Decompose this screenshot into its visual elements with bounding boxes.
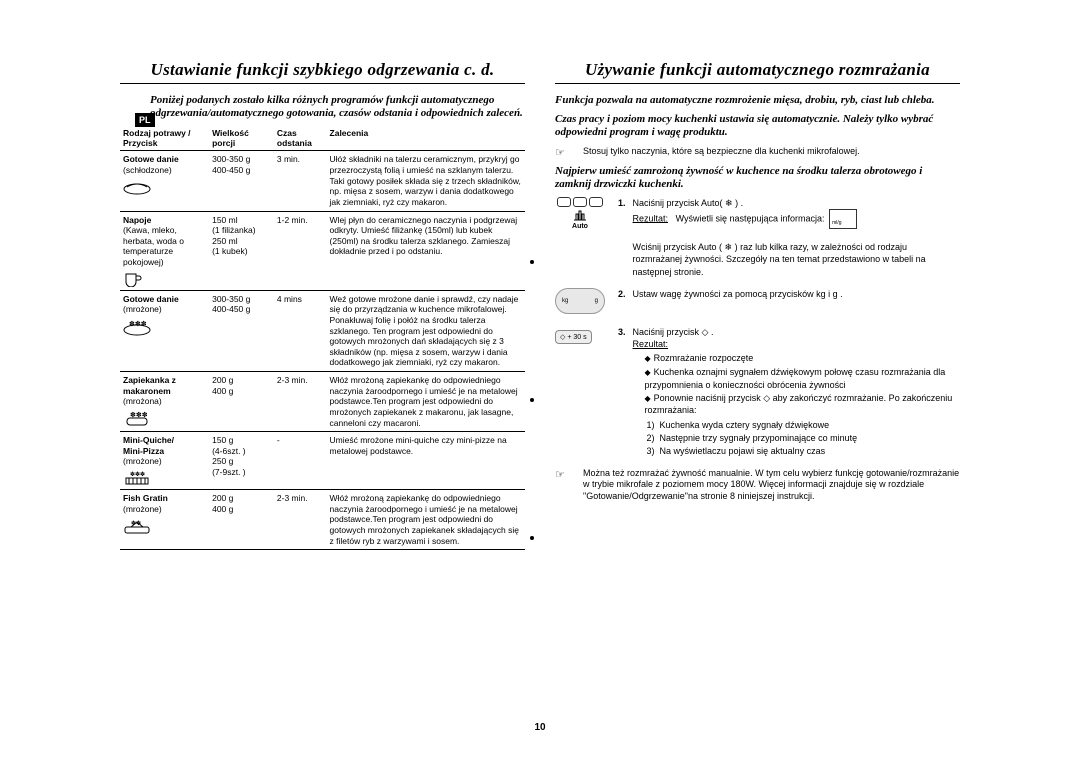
- food-name: Napoje: [123, 215, 151, 225]
- dot-icon: [530, 536, 534, 540]
- th-food: Rodzaj potrawy / Przycisk: [120, 126, 209, 151]
- portion: 150 ml (1 filiżanka) 250 ml (1 kubek): [209, 211, 274, 290]
- start-button-graphic: ◇ + 30 s: [555, 326, 610, 344]
- right-title: Używanie funkcji automatycznego rozmraża…: [555, 60, 960, 84]
- right-intro1: Funkcja pozwala na automatyczne rozmroże…: [555, 94, 960, 107]
- step-number: 3.: [618, 326, 630, 338]
- numitem: Kuchenka wyda cztery sygnały dźwiękowe: [660, 420, 830, 430]
- time: -: [274, 432, 327, 490]
- numbered-list: 1) Kuchenka wyda cztery sygnały dźwiękow…: [647, 419, 959, 457]
- note-icon: ☞: [555, 468, 575, 481]
- food-note: (Kawa, mleko, herbata, woda o temperatur…: [123, 225, 184, 267]
- table-row: Gotowe danie(schłodzone) 300-350 g 400-4…: [120, 151, 525, 211]
- dot-icon: [530, 398, 534, 402]
- time: 4 mins: [274, 290, 327, 371]
- bullet: Rozmrażanie rozpoczęte: [654, 353, 754, 363]
- left-column: Ustawianie funkcji szybkiego odgrzewania…: [120, 60, 525, 550]
- casserole-icon: ✽✽✽: [123, 410, 151, 428]
- center-dots: [530, 260, 534, 540]
- th-rec: Zalecenia: [327, 126, 525, 151]
- food-name: Gotowe danie: [123, 154, 179, 164]
- note-icon: ☞: [555, 146, 575, 159]
- kg-button-graphic: kgg: [555, 288, 610, 316]
- portion: 300-350 g 400-450 g: [209, 151, 274, 211]
- language-tag: PL: [135, 113, 155, 127]
- display-icon: [829, 209, 857, 229]
- recommendation: Włóż mrożoną zapiekankę do odpowiedniego…: [327, 490, 525, 550]
- time: 2-3 min.: [274, 490, 327, 550]
- table-row: Gotowe danie(mrożone) ✽✽✽ 300-350 g 400-…: [120, 290, 525, 371]
- portion: 200 g 400 g: [209, 372, 274, 432]
- table-row: Napoje(Kawa, mleko, herbata, woda o temp…: [120, 211, 525, 290]
- food-name: Gotowe danie: [123, 294, 179, 304]
- table-row: Zapiekanka z makaronem(mrożona) ✽✽✽ 200 …: [120, 372, 525, 432]
- recommendation: Włóż mrożoną zapiekankę do odpowiedniego…: [327, 372, 525, 432]
- time: 2-3 min.: [274, 372, 327, 432]
- numitem: Na wyświetlaczu pojawi się aktualny czas: [660, 446, 826, 456]
- note-text: Można też rozmrażać żywność manualnie. W…: [583, 468, 960, 502]
- step2-text: Ustaw wagę żywności za pomocą przycisków…: [633, 288, 959, 300]
- note-block: ☞ Stosuj tylko naczynia, które są bezpie…: [555, 146, 960, 159]
- th-time: Czas odstania: [274, 126, 327, 151]
- step3-head: Naciśnij przycisk ◇ .: [633, 327, 714, 337]
- step-1: Auto 1. Naciśnij przycisk Auto( ❄ ) . Re…: [555, 197, 960, 278]
- left-title: Ustawianie funkcji szybkiego odgrzewania…: [120, 60, 525, 84]
- recommendation: Wlej płyn do ceramicznego naczynia i pod…: [327, 211, 525, 290]
- note-block: ☞ Można też rozmrażać żywność manualnie.…: [555, 468, 960, 502]
- dot-icon: [530, 260, 534, 264]
- numitem: Następnie trzy sygnały przypominające co…: [660, 433, 858, 443]
- bullet-list: ◆Rozmrażanie rozpoczęte ◆Kuchenka oznajm…: [645, 352, 959, 417]
- food-name: Fish Gratin: [123, 493, 168, 503]
- frozen-plate-icon: ✽✽✽: [123, 318, 151, 336]
- recommendation: Umieść mrożone mini-quiche czy mini-pizz…: [327, 432, 525, 490]
- page-number: 10: [534, 722, 545, 733]
- time: 3 min.: [274, 151, 327, 211]
- time: 1-2 min.: [274, 211, 327, 290]
- table-row: Fish Gratin(mrożone) ✽✽ 200 g 400 g 2-3 …: [120, 490, 525, 550]
- step-number: 2.: [618, 288, 630, 300]
- result-label: Rezultat:: [633, 213, 669, 223]
- right-column: Używanie funkcji automatycznego rozmraża…: [555, 60, 960, 550]
- step-number: 1.: [618, 197, 630, 209]
- svg-text:✽✽✽: ✽✽✽: [130, 471, 145, 478]
- cup-icon: [123, 271, 143, 287]
- fish-dish-icon: ✽✽: [123, 517, 151, 535]
- step1-result: Wyświetli się następująca informacja:: [676, 213, 825, 223]
- recommendation: Weź gotowe mrożone danie i sprawdź, czy …: [327, 290, 525, 371]
- bullet: Ponownie naciśnij przycisk ◇ aby zakończ…: [645, 393, 953, 416]
- portion: 200 g 400 g: [209, 490, 274, 550]
- grill-icon: ✽✽✽: [123, 470, 151, 486]
- portion: 150 g (4-6szt. ) 250 g (7-9szt. ): [209, 432, 274, 490]
- left-intro: Poniżej podanych zostało kilka różnych p…: [150, 94, 525, 120]
- recommendation: Ułóż składniki na talerzu ceramicznym, p…: [327, 151, 525, 211]
- food-note: (mrożone): [123, 304, 162, 314]
- food-note: (mrożona): [123, 396, 162, 406]
- svg-text:✽✽✽: ✽✽✽: [130, 411, 148, 419]
- food-name: Zapiekanka z makaronem: [123, 375, 176, 396]
- step1-head: Naciśnij przycisk Auto( ❄ ) .: [633, 198, 744, 208]
- note-text: Stosuj tylko naczynia, które są bezpiecz…: [583, 146, 960, 157]
- bullet: Kuchenka oznajmi sygnałem dźwiękowym poł…: [645, 367, 946, 390]
- th-portion: Wielkość porcji: [209, 126, 274, 151]
- svg-text:✽✽: ✽✽: [131, 520, 141, 527]
- right-intro2: Czas pracy i poziom mocy kuchenki ustawi…: [555, 113, 960, 139]
- step1-tail: Wciśnij przycisk Auto ( ❄ ) raz lub kilk…: [633, 242, 926, 276]
- step-2: kgg 2. Ustaw wagę żywności za pomocą prz…: [555, 288, 960, 316]
- auto-button-graphic: Auto: [555, 197, 610, 230]
- reheat-table: Rodzaj potrawy / Przycisk Wielkość porcj…: [120, 126, 525, 550]
- food-name: Mini-Quiche/ Mini-Pizza: [123, 435, 174, 456]
- food-note: (mrożone): [123, 504, 162, 514]
- svg-text:✽✽✽: ✽✽✽: [129, 320, 147, 328]
- portion: 300-350 g 400-450 g: [209, 290, 274, 371]
- plate-icon: [123, 179, 151, 195]
- result-label: Rezultat:: [633, 339, 669, 349]
- right-intro3: Najpierw umieść zamrożoną żywność w kuch…: [555, 165, 960, 191]
- page-body: Ustawianie funkcji szybkiego odgrzewania…: [120, 60, 960, 550]
- food-note: (mrożone): [123, 456, 162, 466]
- step-3: ◇ + 30 s 3. Naciśnij przycisk ◇ . Rezult…: [555, 326, 960, 458]
- table-row: Mini-Quiche/ Mini-Pizza(mrożone) ✽✽✽ 150…: [120, 432, 525, 490]
- food-note: (schłodzone): [123, 165, 172, 175]
